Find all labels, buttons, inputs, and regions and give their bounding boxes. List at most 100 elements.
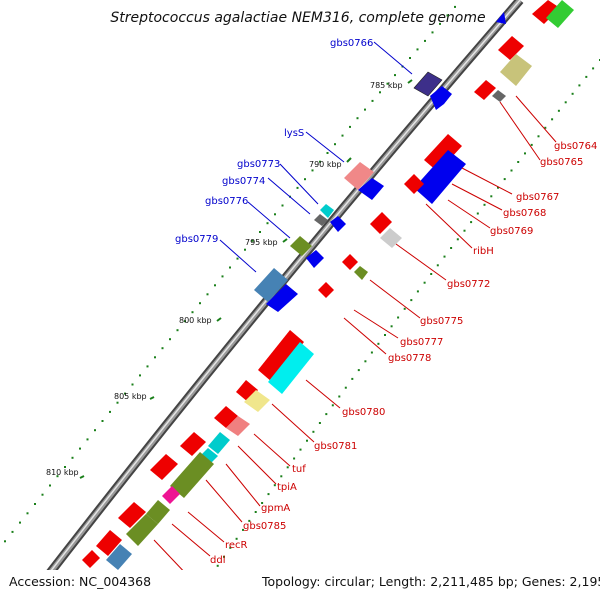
label-tpiA[interactable]: tpiA bbox=[277, 482, 297, 493]
ring-dot bbox=[229, 266, 231, 269]
ring-dot bbox=[403, 307, 406, 310]
label-gbs0764[interactable]: gbs0764 bbox=[554, 141, 597, 152]
gene-gbs0788-b[interactable] bbox=[106, 544, 132, 570]
gene-gbs0764[interactable] bbox=[532, 0, 560, 24]
label-gbs0774[interactable]: gbs0774 bbox=[222, 176, 265, 187]
gene-red-block-4[interactable] bbox=[96, 530, 122, 556]
gene-lysS-b[interactable] bbox=[358, 178, 384, 200]
gene-gbs0780-b[interactable] bbox=[268, 342, 314, 394]
ring-dot bbox=[214, 284, 216, 287]
gene-tuf-b[interactable] bbox=[226, 416, 250, 436]
genome-summary-text: Topology: circular; Length: 2,211,485 bp… bbox=[261, 574, 600, 589]
gene-gbs0775-b[interactable] bbox=[354, 266, 368, 280]
gene-gbs0765-d[interactable] bbox=[492, 90, 506, 102]
gene-gbs0779-a[interactable] bbox=[254, 268, 288, 302]
gene-gbs0769[interactable] bbox=[404, 174, 424, 194]
ring-dot bbox=[371, 99, 374, 102]
label-gbs0769[interactable]: gbs0769 bbox=[490, 226, 533, 237]
gene-gbs0764-b[interactable] bbox=[546, 0, 574, 28]
ring-dot bbox=[397, 316, 400, 319]
gene-red-block-2[interactable] bbox=[180, 432, 206, 456]
gene-ddl[interactable] bbox=[146, 500, 170, 524]
gene-gbs0765-c[interactable] bbox=[474, 80, 496, 100]
label-gbs0785[interactable]: gbs0785 bbox=[243, 521, 286, 532]
label-tuf[interactable]: tuf bbox=[292, 464, 306, 475]
label-gpmA[interactable]: gpmA bbox=[261, 503, 290, 514]
gene-gbs0766-a[interactable] bbox=[413, 71, 443, 97]
gene-gbs0781-b[interactable] bbox=[244, 390, 270, 412]
label-gbs0775[interactable]: gbs0775 bbox=[420, 316, 463, 327]
gene-red-block-5[interactable] bbox=[82, 550, 100, 568]
ring-dot bbox=[564, 101, 567, 104]
ring-dot bbox=[410, 299, 413, 302]
label-recR[interactable]: recR bbox=[225, 540, 248, 551]
ring-dot bbox=[439, 22, 441, 25]
ring-dot bbox=[394, 74, 396, 77]
ring-dot bbox=[470, 221, 473, 224]
gene-gbs0788-a[interactable] bbox=[126, 514, 158, 546]
ring-dot bbox=[11, 530, 14, 533]
ring-dot bbox=[286, 466, 289, 469]
svg-text:795 kbp: 795 kbp bbox=[245, 238, 278, 247]
label-gbs0778[interactable]: gbs0778 bbox=[388, 353, 431, 364]
gene-top-edge[interactable] bbox=[496, 12, 506, 24]
ring-dot bbox=[463, 229, 466, 232]
gene-gbs0774-b[interactable] bbox=[330, 216, 346, 232]
label-ribH[interactable]: ribH bbox=[473, 246, 494, 257]
ring-dot bbox=[116, 401, 119, 404]
ring-dot bbox=[34, 503, 36, 505]
gene-tuf[interactable] bbox=[214, 406, 238, 428]
label-ddl[interactable]: ddl bbox=[210, 555, 225, 566]
label-gbs0780[interactable]: gbs0780 bbox=[342, 407, 385, 418]
accession-text: Accession: NC_004368 bbox=[9, 574, 151, 589]
gene-gbs0765-b[interactable] bbox=[500, 54, 532, 86]
gene-gbs0776[interactable] bbox=[290, 236, 312, 256]
label-gbs0767[interactable]: gbs0767 bbox=[516, 192, 559, 203]
gene-gbs0785[interactable] bbox=[170, 452, 214, 498]
callout-lines bbox=[153, 41, 557, 579]
scale-marker-800: 800 kbp bbox=[179, 316, 222, 325]
label-gbs0765[interactable]: gbs0765 bbox=[540, 157, 583, 168]
label-gbs0779[interactable]: gbs0779 bbox=[175, 234, 218, 245]
ring-dot bbox=[274, 213, 276, 216]
gene-gbs0780-a[interactable] bbox=[258, 330, 304, 382]
gene-lysS-a[interactable] bbox=[344, 162, 374, 190]
gene-gbs0774[interactable] bbox=[314, 214, 328, 226]
ring-dot bbox=[94, 429, 96, 432]
gene-gbs0767[interactable] bbox=[424, 134, 462, 172]
gene-red-block-1[interactable] bbox=[150, 454, 178, 480]
ring-dot bbox=[311, 169, 314, 172]
gene-tpiA[interactable] bbox=[208, 432, 230, 454]
gene-gbs0765-a[interactable] bbox=[498, 36, 524, 60]
scale-marker-810: 810 kbp bbox=[46, 468, 85, 479]
ring-dot bbox=[293, 457, 296, 460]
gene-ribH[interactable] bbox=[370, 212, 392, 234]
label-gbs0776[interactable]: gbs0776 bbox=[205, 196, 248, 207]
ring-dot bbox=[544, 126, 547, 129]
label-gbs0768[interactable]: gbs0768 bbox=[503, 208, 546, 219]
scale-marker-795: 795 kbp bbox=[245, 238, 288, 247]
label-gbs0772[interactable]: gbs0772 bbox=[447, 279, 490, 290]
ring-dot bbox=[490, 195, 493, 198]
label-gbs0777[interactable]: gbs0777 bbox=[400, 337, 443, 348]
gene-gbs0779-b[interactable] bbox=[266, 284, 298, 312]
label-gbs0773[interactable]: gbs0773 bbox=[237, 159, 280, 170]
forward-gene-labels: gbs0766 lysS gbs0773 gbs0774 gbs0776 gbs… bbox=[175, 38, 373, 245]
gene-gbs0768[interactable] bbox=[414, 150, 466, 204]
ring-dot bbox=[331, 404, 334, 407]
gene-red-block-3[interactable] bbox=[118, 502, 146, 528]
gene-gbs0775[interactable] bbox=[342, 254, 358, 270]
gene-recR[interactable] bbox=[162, 486, 180, 504]
ring-dot bbox=[169, 338, 171, 341]
gene-gbs0766-b[interactable] bbox=[430, 86, 452, 110]
gene-gbs0772[interactable] bbox=[380, 228, 402, 248]
ring-dot bbox=[436, 264, 439, 267]
gene-gbs0776-b[interactable] bbox=[306, 250, 324, 268]
svg-text:800 kbp: 800 kbp bbox=[179, 316, 212, 325]
label-gbs0781[interactable]: gbs0781 bbox=[314, 441, 357, 452]
gene-gbs0777[interactable] bbox=[318, 282, 334, 298]
label-gbs0766[interactable]: gbs0766 bbox=[330, 38, 373, 49]
label-lysS[interactable]: lysS bbox=[284, 128, 304, 139]
gene-gbs0773[interactable] bbox=[320, 204, 334, 218]
ring-dot bbox=[446, 14, 449, 17]
